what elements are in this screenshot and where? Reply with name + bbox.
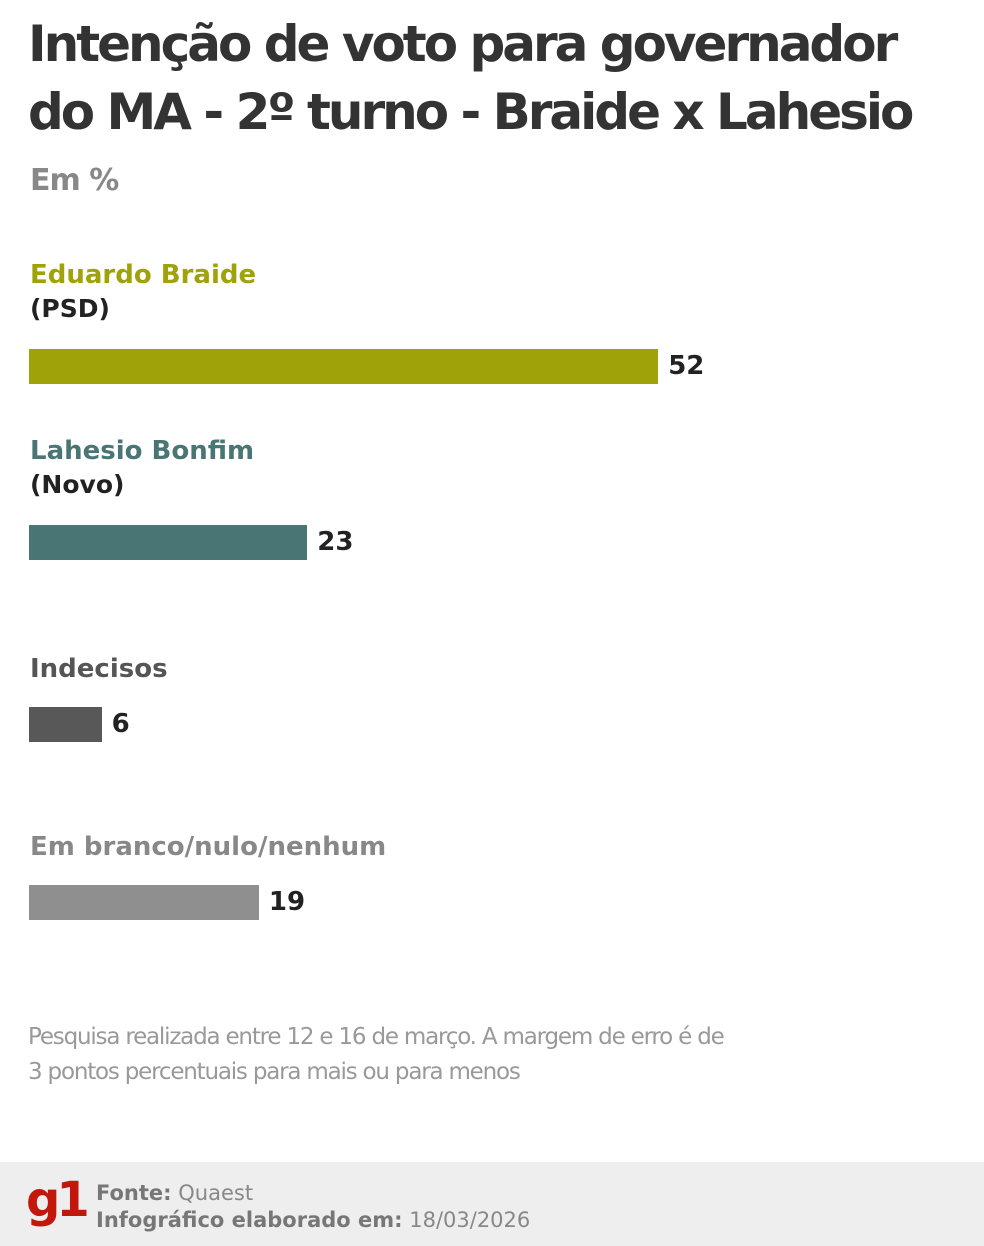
g1-logo: g1 [26,1172,90,1228]
source-info: Fonte: Quaest Infográfico elaborado em: … [96,1180,530,1234]
methodology-note: Pesquisa realizada entre 12 e 16 de març… [28,1024,725,1085]
source-value: Quaest [178,1181,254,1205]
bar-label: Eduardo Braide [30,260,257,290]
bar-value-label: 52 [668,351,705,381]
bar-label: Indecisos [30,654,168,684]
bar [29,525,308,560]
bar [29,885,259,920]
footer: g1 Fonte: Quaest Infográfico elaborado e… [0,1162,984,1246]
bar-value-label: 19 [268,887,306,917]
bar-label: Lahesio Bonfim [30,436,255,466]
bar [29,707,102,742]
source-label: Fonte: [96,1181,172,1205]
bar-label: Em branco/nulo/nenhum [30,832,387,862]
chart-subtitle: Em % [30,163,119,198]
bar-value-label: 23 [317,527,354,557]
chart-title: Intenção de voto para governador do MA -… [28,15,914,141]
date-label: Infográfico elaborado em: [96,1208,403,1232]
bar-value-label: 6 [111,709,130,739]
date-value: 18/03/2026 [409,1208,531,1232]
party-label: (Novo) [30,470,125,499]
party-label: (PSD) [30,294,110,323]
bar [29,349,659,384]
